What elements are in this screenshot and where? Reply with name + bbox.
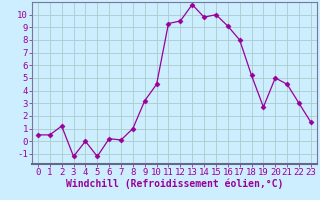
X-axis label: Windchill (Refroidissement éolien,°C): Windchill (Refroidissement éolien,°C): [66, 179, 283, 189]
